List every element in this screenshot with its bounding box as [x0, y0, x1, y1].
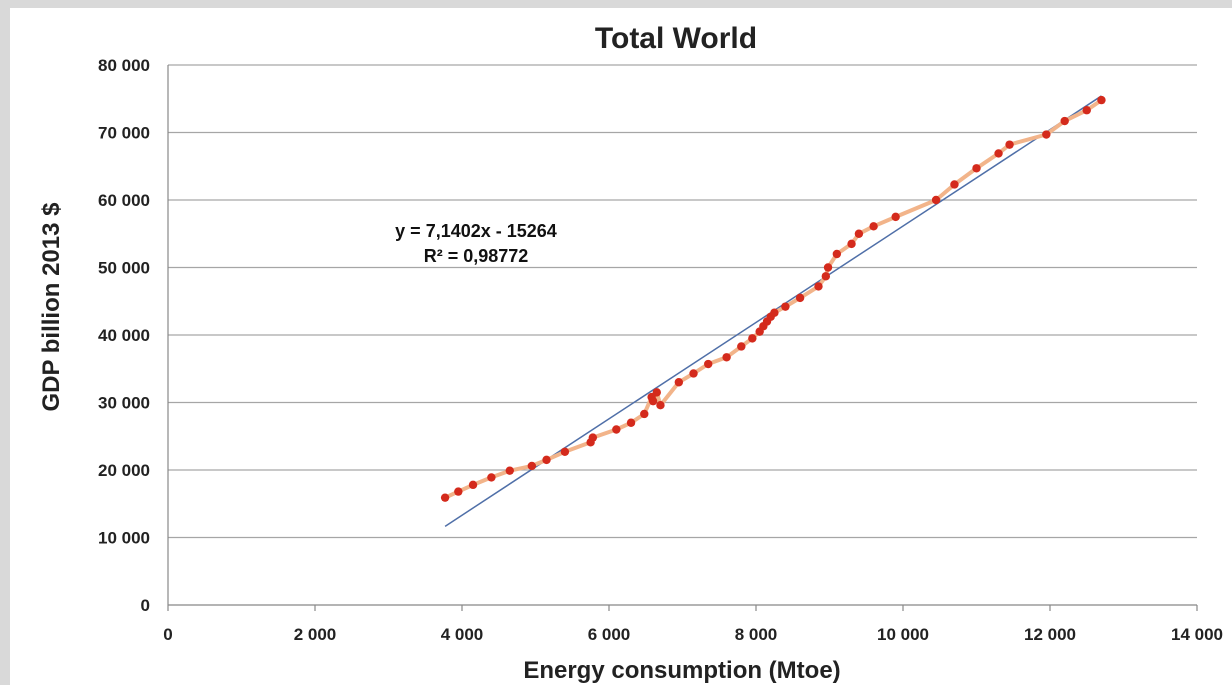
data-point: [748, 334, 757, 343]
data-point: [891, 212, 900, 222]
data-point: [656, 401, 665, 410]
y-tick-label: 10 000: [98, 529, 150, 548]
y-tick-label: 50 000: [98, 259, 150, 278]
data-point: [648, 396, 658, 406]
data-point: [832, 249, 842, 259]
data-point: [1060, 116, 1069, 126]
trendline-r-squared: R² = 0,98772: [424, 246, 529, 266]
data-point: [847, 239, 856, 249]
data-point: [527, 461, 537, 471]
y-tick-label: 60 000: [98, 191, 150, 210]
y-tick-label: 30 000: [98, 394, 150, 413]
x-tick-label: 4 000: [441, 625, 484, 644]
x-tick-label: 0: [163, 625, 172, 644]
data-point: [854, 229, 864, 238]
data-point: [612, 425, 621, 434]
trendline-equation: y = 7,1402x - 15264: [395, 221, 557, 241]
data-point: [487, 473, 496, 482]
y-tick-label: 80 000: [98, 56, 150, 75]
x-tick-label: 10 000: [877, 625, 929, 644]
data-point: [704, 359, 713, 369]
y-tick-label: 20 000: [98, 461, 150, 480]
data-point: [689, 369, 698, 378]
x-tick-label: 8 000: [735, 625, 778, 644]
data-point: [674, 378, 684, 387]
data-point: [795, 293, 805, 303]
data-point: [560, 447, 570, 456]
chart-title: Total World: [595, 22, 757, 55]
data-point: [1005, 140, 1014, 149]
chart-frame: Total World Energy consumption (Mtoe) GD…: [10, 8, 1232, 685]
y-tick-label: 40 000: [98, 326, 150, 345]
data-point: [1082, 106, 1091, 115]
data-point: [737, 342, 746, 351]
data-point: [823, 263, 833, 272]
data-point: [468, 480, 478, 490]
data-point: [931, 195, 941, 205]
chart-svg: Total World Energy consumption (Mtoe) GD…: [38, 22, 1223, 684]
x-tick-label: 2 000: [294, 625, 337, 644]
data-point: [1097, 95, 1106, 105]
y-tick-label: 70 000: [98, 124, 150, 143]
data-point: [542, 455, 551, 465]
data-point: [505, 466, 514, 475]
data-point: [588, 433, 598, 442]
x-tick-label: 12 000: [1024, 625, 1076, 644]
y-tick-label: 0: [141, 596, 150, 615]
x-tick-label: 14 000: [1171, 625, 1223, 644]
data-point: [994, 149, 1003, 158]
data-point: [950, 180, 959, 189]
data-point: [781, 302, 790, 311]
data-point: [440, 493, 450, 502]
x-tick-label: 6 000: [588, 625, 631, 644]
data-point: [640, 409, 649, 419]
data-point: [869, 222, 878, 231]
data-point: [814, 282, 823, 291]
data-point: [1042, 130, 1051, 139]
data-point: [626, 418, 636, 427]
data-point: [454, 487, 463, 496]
data-point: [972, 164, 981, 173]
x-axis-title: Energy consumption (Mtoe): [523, 657, 840, 684]
data-point: [652, 388, 661, 397]
data-point: [821, 272, 831, 281]
data-point: [722, 353, 731, 362]
data-point: [770, 308, 779, 317]
y-axis-title: GDP billion 2013 $: [38, 202, 65, 412]
